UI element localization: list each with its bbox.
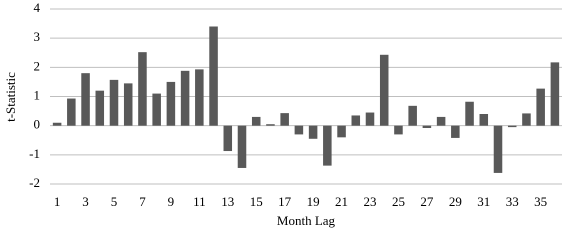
bar <box>365 112 375 126</box>
bar <box>95 90 105 126</box>
bar <box>223 125 233 152</box>
x-axis-label: Month Lag <box>277 213 336 228</box>
bar <box>294 125 304 135</box>
x-tick-label: 1 <box>54 194 61 209</box>
bar <box>479 114 489 126</box>
bar <box>52 122 62 126</box>
bar <box>308 125 318 139</box>
x-tick-label: 27 <box>420 194 434 209</box>
bar <box>180 70 190 126</box>
bar <box>251 116 261 126</box>
bar <box>138 52 147 126</box>
bar <box>550 62 560 126</box>
y-tick-label: -1 <box>29 146 40 161</box>
bar <box>493 125 503 173</box>
y-tick-label: 3 <box>34 29 41 44</box>
bar <box>195 69 204 126</box>
bar <box>280 113 289 126</box>
x-tick-label: 19 <box>307 194 320 209</box>
y-tick-label: -2 <box>29 175 40 190</box>
y-tick-label: 4 <box>34 0 41 15</box>
bar <box>394 125 403 135</box>
bar <box>166 81 176 126</box>
y-tick-label: 1 <box>34 87 41 102</box>
y-tick-label: 2 <box>34 58 41 73</box>
bar <box>81 73 90 126</box>
bar <box>337 125 346 138</box>
bar <box>67 98 76 126</box>
bar <box>522 113 531 126</box>
x-tick-label: 33 <box>506 194 519 209</box>
bar <box>422 125 432 128</box>
x-tick-label: 21 <box>335 194 348 209</box>
bar <box>507 125 517 128</box>
bar <box>123 83 133 126</box>
bar <box>451 125 460 138</box>
x-tick-label: 31 <box>477 194 490 209</box>
x-tick-label: 3 <box>82 194 89 209</box>
bar <box>465 101 474 126</box>
x-tick-label: 15 <box>250 194 263 209</box>
bar <box>209 26 218 126</box>
bar <box>266 124 275 126</box>
bar <box>436 116 446 126</box>
y-tick-label: 0 <box>34 117 41 132</box>
bar <box>323 125 332 166</box>
x-tick-label: 17 <box>278 194 292 209</box>
bar <box>109 79 119 126</box>
bar <box>536 88 545 126</box>
x-tick-label: 11 <box>193 194 206 209</box>
bar <box>379 54 389 126</box>
bar <box>408 105 417 126</box>
x-tick-label: 7 <box>139 194 146 209</box>
x-tick-label: 35 <box>534 194 547 209</box>
x-tick-label: 5 <box>111 194 118 209</box>
x-tick-label: 25 <box>392 194 405 209</box>
bar <box>152 93 161 126</box>
y-axis-label: t-Statistic <box>3 72 18 122</box>
x-tick-label: 23 <box>364 194 377 209</box>
x-tick-label: 9 <box>168 194 175 209</box>
x-tick-label: 29 <box>449 194 462 209</box>
bar <box>351 115 361 126</box>
bar <box>237 125 247 168</box>
x-tick-label: 13 <box>221 194 234 209</box>
